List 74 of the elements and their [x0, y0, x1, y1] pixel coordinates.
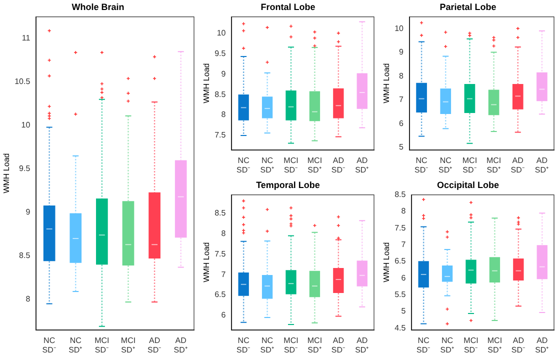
y-tick-label: 9.5	[19, 164, 31, 174]
y-tick-label: 6.5	[394, 256, 406, 266]
y-tick-label: 5	[401, 306, 406, 316]
y-tick-label: 6	[399, 118, 404, 128]
y-tick-label: 8	[221, 110, 226, 120]
y-axis-title: WMH Load	[202, 63, 212, 104]
x-tick-label: AD SD⁺	[534, 156, 550, 174]
y-tick-label: 8.5	[19, 251, 31, 260]
y-tick-label: 5	[399, 142, 404, 152]
y-tick-label: 6	[221, 310, 226, 320]
y-axis-title: WMH Load	[2, 153, 12, 194]
y-tick-label: 10	[216, 28, 226, 38]
y-tick-label: 8	[401, 206, 406, 216]
x-tick-label: MCI SD⁺	[486, 156, 502, 174]
y-tick-label: 9	[221, 69, 226, 78]
x-tick-label: MCI SD⁻	[464, 336, 478, 354]
y-tick-label: 11	[22, 34, 31, 43]
y-tick-label: 8.5	[394, 190, 406, 200]
y-tick-label: 7.5	[214, 249, 226, 258]
chart-title: Whole Brain	[72, 2, 124, 12]
chart-title: Temporal Lobe	[256, 180, 320, 190]
y-axis-title: WMH Load	[382, 63, 392, 104]
y-tick-label: 8	[221, 228, 226, 238]
x-tick-label: AD SD⁻	[331, 156, 346, 174]
x-tick-label: NC SD⁺	[260, 336, 274, 354]
x-tick-label: MCI SD⁻	[462, 156, 478, 174]
y-tick-label: 8	[399, 71, 404, 80]
x-tick-label: MCI SD⁻	[94, 336, 110, 354]
x-tick-label: AD SD⁺	[174, 336, 188, 354]
chart-title: Frontal Lobe	[260, 2, 316, 12]
x-tick-label: AD SD⁺	[355, 336, 370, 354]
x-tick-label: MCI SD⁺	[307, 336, 322, 354]
x-tick-label: NC SD⁻	[236, 156, 251, 174]
x-tick-label: MCI SD⁻	[284, 156, 298, 174]
y-tick-label: 6.5	[214, 290, 226, 300]
x-tick-label: NC SD⁻	[416, 336, 431, 354]
y-tick-label: 10.5	[14, 77, 31, 86]
y-tick-label: 8.5	[214, 208, 226, 218]
y-tick-label: 7	[401, 240, 406, 250]
x-tick-label: AD SD⁺	[355, 156, 370, 174]
x-tick-label: AD SD⁻	[510, 156, 525, 174]
chart-title: Occipital Lobe	[436, 180, 500, 190]
x-tick-label: NC SD⁻	[414, 156, 429, 174]
x-tick-label: NC SD⁻	[42, 336, 56, 354]
y-tick-label: 9	[26, 208, 31, 217]
x-tick-label: NC SD⁻	[236, 336, 251, 354]
y-tick-label: 6	[401, 273, 406, 282]
y-tick-label: 7	[399, 95, 404, 104]
x-tick-label: NC SD⁺	[260, 156, 274, 174]
x-tick-label: MCI SD⁻	[284, 336, 298, 354]
y-tick-label: 9	[399, 48, 404, 57]
y-tick-label: 8.5	[214, 90, 226, 99]
y-axis-title: WMH Load	[202, 242, 212, 282]
x-tick-label: MCI SD⁺	[487, 336, 502, 354]
y-tick-label: 8	[26, 294, 31, 304]
x-tick-label: AD SD⁺	[535, 336, 550, 354]
x-tick-label: MCI SD⁺	[307, 156, 322, 174]
x-tick-label: AD SD⁻	[331, 336, 346, 354]
y-tick-label: 10	[21, 120, 31, 130]
x-tick-label: AD SD⁻	[511, 336, 526, 354]
chart-title: Parietal Lobe	[440, 2, 496, 12]
y-tick-label: 9.5	[214, 48, 226, 58]
x-tick-label: NC SD⁺	[438, 156, 453, 174]
y-tick-label: 4.5	[394, 323, 406, 332]
x-tick-label: NC SD⁺	[440, 336, 454, 354]
y-tick-label: 7	[221, 270, 226, 279]
y-axis-title: WMH Load	[382, 242, 392, 282]
y-tick-label: 7.5	[214, 130, 226, 140]
x-tick-label: NC SD⁺	[68, 336, 83, 354]
x-tick-label: MCI SD⁺	[120, 336, 136, 354]
y-tick-label: 7.5	[394, 223, 406, 232]
y-tick-label: 10	[394, 24, 404, 33]
x-tick-label: AD SD⁻	[147, 336, 162, 354]
y-tick-label: 5.5	[394, 290, 406, 300]
